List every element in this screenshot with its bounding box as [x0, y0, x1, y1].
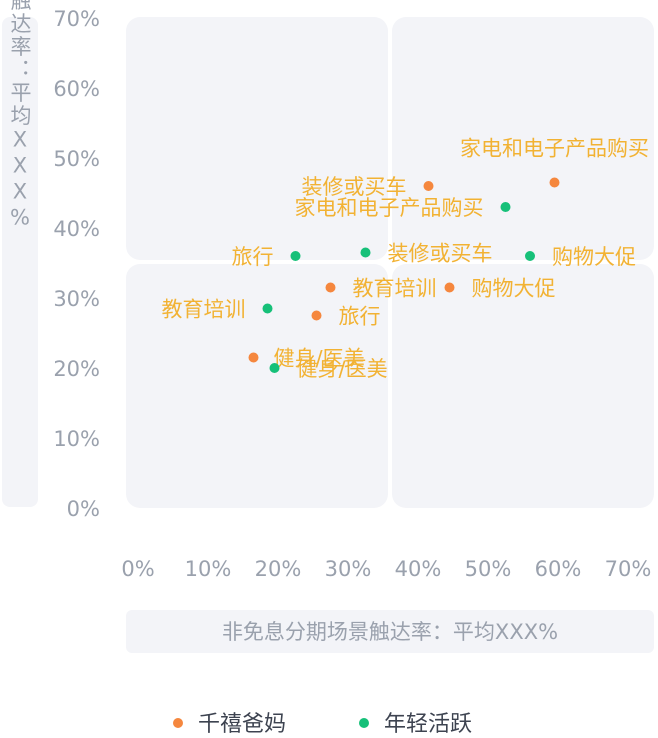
y-tick-label: 10% — [53, 427, 100, 451]
point-label: 购物大促 — [472, 277, 556, 301]
y-tick-labels: 0% 10% 20% 30% 40% 50% 60% 70% — [53, 7, 100, 521]
point-label: 健身/医美 — [274, 347, 365, 371]
scatter-point — [311, 310, 322, 321]
point-label: 装修或买车 — [302, 175, 407, 199]
y-tick-label: 60% — [53, 77, 100, 101]
x-tick-label: 40% — [395, 557, 442, 581]
y-tick-label: 30% — [53, 287, 100, 311]
quadrant-bottom-left — [126, 264, 388, 508]
scatter-point — [248, 352, 259, 363]
point-label: 教育培训 — [162, 298, 246, 322]
scatter-point — [290, 251, 301, 261]
point-label: 购物大促 — [552, 245, 636, 269]
point-label: 家电和电子产品购买 — [460, 137, 649, 161]
legend-label: 千禧爸妈 — [198, 712, 286, 737]
point-label: 旅行 — [232, 245, 274, 269]
point-label: 教育培训 — [353, 277, 437, 301]
y-tick-label: 50% — [53, 147, 100, 171]
point-label: 装修或买车 — [388, 242, 493, 266]
scatter-point — [549, 177, 560, 188]
y-axis-title: 非免息借贷场景触达率：平均XXX% — [8, 0, 32, 232]
legend-marker — [359, 718, 369, 728]
y-tick-label: 20% — [53, 357, 100, 381]
quadrant-top-left — [126, 17, 388, 260]
point-label: 健身/医美 — [297, 357, 388, 381]
x-tick-label: 20% — [255, 557, 302, 581]
scatter-point — [444, 282, 455, 293]
x-tick-label: 60% — [535, 557, 582, 581]
legend-label: 年轻活跃 — [384, 712, 472, 737]
x-tick-label: 70% — [605, 557, 652, 581]
x-axis-title: 非免息分期场景触达率：平均XXX% — [222, 620, 558, 644]
x-tick-label: 10% — [185, 557, 232, 581]
legend-marker — [173, 718, 183, 728]
y-tick-label: 0% — [67, 497, 100, 521]
y-axis-title-box — [2, 17, 38, 507]
x-tick-label: 50% — [465, 557, 512, 581]
x-axis-title-box — [126, 610, 654, 653]
scatter-point — [525, 251, 535, 261]
point-label: 旅行 — [339, 305, 381, 329]
x-tick-label: 0% — [121, 557, 154, 581]
quadrant-backgrounds — [126, 17, 654, 508]
y-tick-label: 70% — [53, 7, 100, 31]
scatter-point — [360, 247, 371, 258]
quadrant-bottom-right — [392, 264, 654, 508]
scatter-point — [262, 303, 273, 314]
scatter-point — [269, 363, 280, 373]
scatter-point — [500, 202, 511, 212]
scatter-point — [423, 181, 434, 191]
scatter-point — [325, 282, 336, 293]
y-tick-label: 40% — [53, 217, 100, 241]
legend: 千禧爸妈 年轻活跃 — [173, 712, 472, 737]
x-tick-label: 30% — [325, 557, 372, 581]
quadrant-top-right — [392, 17, 654, 260]
x-tick-labels: 0% 10% 20% 30% 40% 50% 60% 70% — [121, 557, 651, 581]
point-label: 家电和电子产品购买 — [295, 196, 484, 220]
